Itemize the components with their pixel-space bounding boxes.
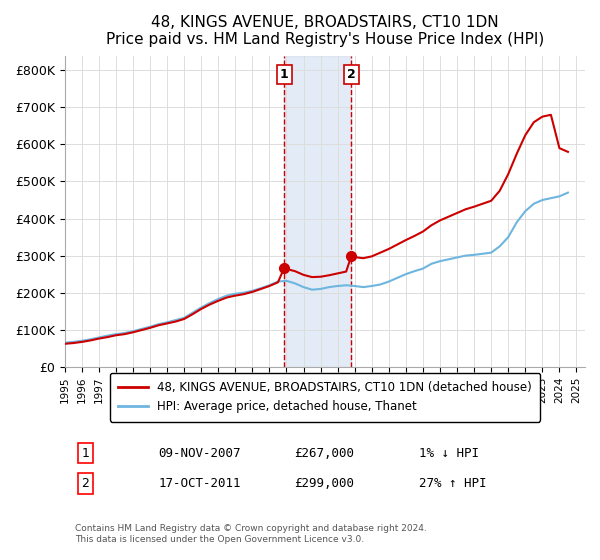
- Text: £267,000: £267,000: [293, 446, 353, 460]
- Text: 27% ↑ HPI: 27% ↑ HPI: [419, 477, 486, 490]
- Text: 2: 2: [347, 68, 356, 81]
- Text: 1: 1: [280, 68, 289, 81]
- Text: 1: 1: [82, 446, 89, 460]
- Text: 17-OCT-2011: 17-OCT-2011: [158, 477, 241, 490]
- Legend: 48, KINGS AVENUE, BROADSTAIRS, CT10 1DN (detached house), HPI: Average price, de: 48, KINGS AVENUE, BROADSTAIRS, CT10 1DN …: [110, 373, 540, 422]
- Title: 48, KINGS AVENUE, BROADSTAIRS, CT10 1DN
Price paid vs. HM Land Registry's House : 48, KINGS AVENUE, BROADSTAIRS, CT10 1DN …: [106, 15, 544, 48]
- Bar: [284, 55, 352, 367]
- Text: 09-NOV-2007: 09-NOV-2007: [158, 446, 241, 460]
- Text: 2: 2: [82, 477, 89, 490]
- Text: £299,000: £299,000: [293, 477, 353, 490]
- Text: Contains HM Land Registry data © Crown copyright and database right 2024.
This d: Contains HM Land Registry data © Crown c…: [75, 524, 427, 544]
- Text: 1% ↓ HPI: 1% ↓ HPI: [419, 446, 479, 460]
